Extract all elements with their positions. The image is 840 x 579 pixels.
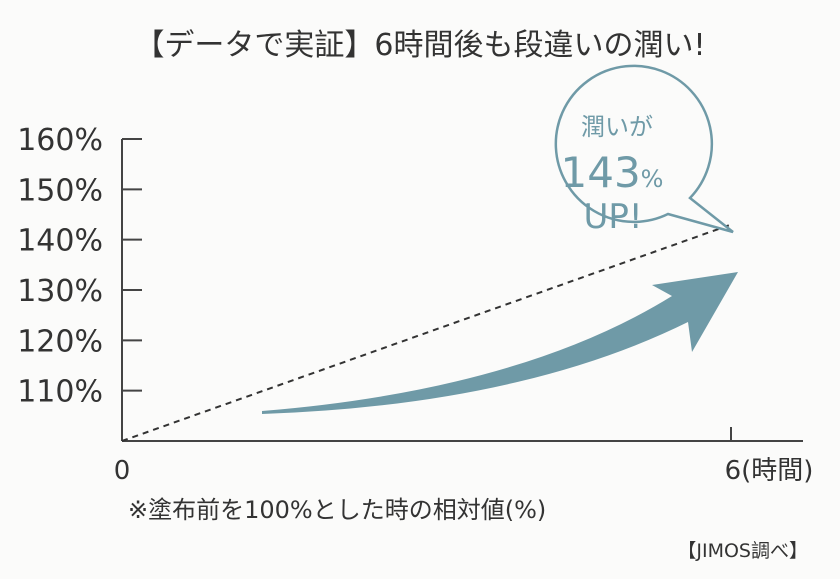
y-tick-label: 110%	[17, 375, 103, 410]
callout-bubble: 潤いが 143% UP!	[554, 64, 734, 237]
y-tick-label: 120%	[17, 324, 103, 359]
chart-title: 【データで実証】6時間後も段違いの潤い!	[134, 28, 705, 63]
callout-line1: 潤いが	[581, 113, 653, 141]
callout-unit: %	[641, 165, 664, 193]
x-tick-label: 6(時間)	[725, 456, 814, 486]
series-line-dashed	[121, 223, 732, 442]
callout-line3: UP!	[583, 197, 642, 237]
trend-arrow	[262, 272, 738, 414]
source-label: 【JIMOS調べ】	[677, 540, 808, 562]
callout-number: 143	[561, 148, 641, 197]
y-tick-label: 130%	[17, 274, 103, 309]
callout-value: 143%	[561, 148, 664, 197]
y-tick-label: 160%	[17, 123, 103, 158]
footnote: ※塗布前を100%とした時の相対値(%)	[128, 496, 546, 524]
y-tick-label: 150%	[17, 173, 103, 208]
callout-outline	[554, 64, 734, 234]
x-tick-label: 0	[114, 456, 131, 486]
marks	[121, 223, 738, 442]
y-tick-label: 140%	[17, 224, 103, 259]
axes: 110% 120% 130% 140% 150% 160% 0 6(時間)	[17, 123, 813, 486]
